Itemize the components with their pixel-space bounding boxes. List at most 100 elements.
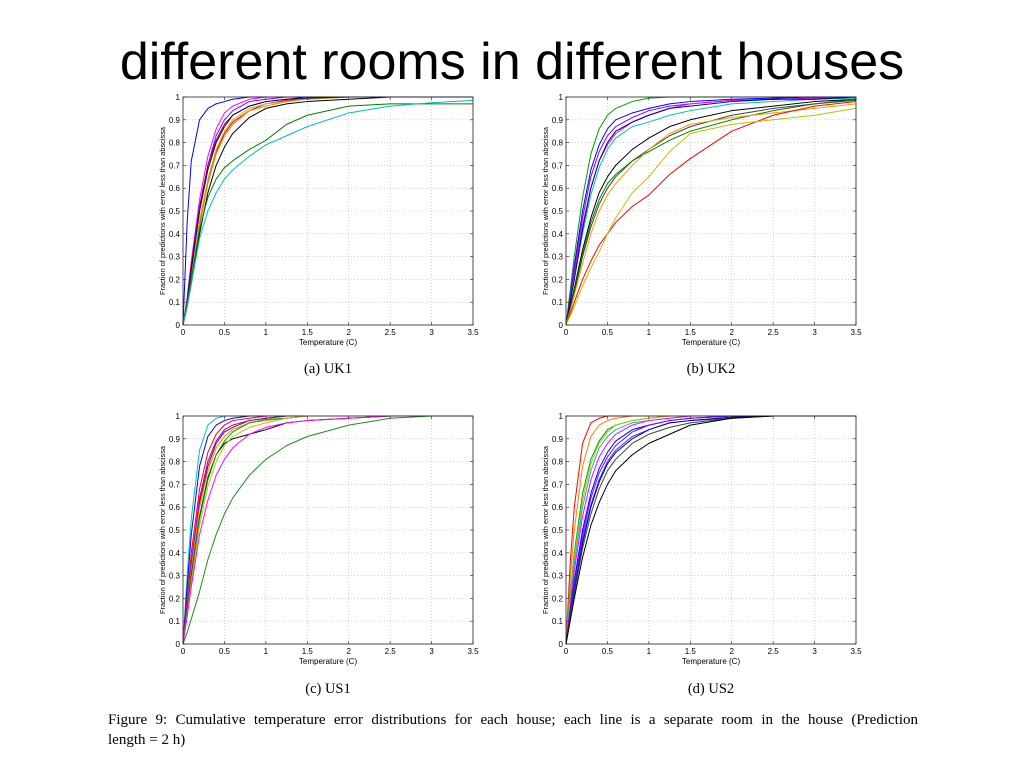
y-tick-label: 0.3 bbox=[552, 572, 564, 581]
y-tick-label: 0.6 bbox=[169, 503, 181, 512]
figure-caption-line-2: length = 2 h) bbox=[108, 732, 186, 748]
y-tick-label: 0.2 bbox=[552, 275, 564, 284]
series-line-10 bbox=[182, 103, 473, 326]
series-line-10 bbox=[182, 415, 473, 645]
y-tick-label: 0.1 bbox=[552, 298, 564, 307]
y-tick-label: 1 bbox=[176, 93, 181, 102]
line-chart-uk1: 0 0.5 1 1.5 2 2.5 3 3.5 0 0.1 0.2 0.3 0.4 0.5 0.6 0.7 0.… bbox=[158, 93, 479, 347]
y-tick-label: 0.5 bbox=[169, 207, 181, 216]
chart-panel-us2: 0 0.5 1 1.5 2 2.5 3 3.5 0 0.1 0.2 0.3 0.4 0.5 0.6 0.7 0.… bbox=[533, 409, 873, 679]
x-axis-label: Temperature (C) bbox=[682, 338, 741, 347]
x-axis-label: Temperature (C) bbox=[299, 338, 358, 347]
series-line-12 bbox=[565, 415, 856, 645]
y-tick-label: 0.3 bbox=[169, 572, 181, 581]
y-tick-label: 0.6 bbox=[552, 184, 564, 193]
y-tick-label: 0.4 bbox=[552, 230, 564, 239]
y-tick-label: 0.5 bbox=[169, 526, 181, 535]
x-tick-label: 1.5 bbox=[685, 647, 697, 656]
y-tick-label: 0.2 bbox=[552, 594, 564, 603]
y-tick-label: 1 bbox=[559, 412, 564, 421]
y-tick-label: 0.6 bbox=[169, 184, 181, 193]
y-tick-label: 0.1 bbox=[169, 298, 181, 307]
y-tick-label: 0.7 bbox=[552, 161, 564, 170]
chart-panel-uk2: 0 0.5 1 1.5 2 2.5 3 3.5 0 0.1 0.2 0.3 0.4 0.5 0.6 0.7 0.… bbox=[533, 90, 873, 360]
y-tick-label: 0.4 bbox=[169, 549, 181, 558]
y-tick-label: 0.7 bbox=[169, 480, 181, 489]
y-tick-label: 0.9 bbox=[169, 435, 181, 444]
line-chart-us2: 0 0.5 1 1.5 2 2.5 3 3.5 0 0.1 0.2 0.3 0.4 0.5 0.6 0.7 0.… bbox=[541, 412, 862, 666]
x-tick-label: 1.5 bbox=[685, 328, 697, 337]
series-line-11 bbox=[182, 415, 473, 645]
y-axis-label: Fraction of predictions with error less … bbox=[541, 126, 550, 295]
x-tick-label: 1.5 bbox=[302, 328, 314, 337]
x-tick-label: 2 bbox=[729, 328, 734, 337]
x-tick-label: 2.5 bbox=[768, 328, 780, 337]
series-group bbox=[565, 96, 857, 326]
y-tick-label: 0.1 bbox=[552, 617, 564, 626]
y-axis-label: Fraction of predictions with error less … bbox=[541, 445, 550, 614]
series-line-4 bbox=[565, 96, 857, 326]
line-chart-uk2: 0 0.5 1 1.5 2 2.5 3 3.5 0 0.1 0.2 0.3 0.4 0.5 0.6 0.7 0.… bbox=[541, 93, 862, 347]
x-tick-label: 3.5 bbox=[467, 647, 479, 656]
chart-panel-uk1: 0 0.5 1 1.5 2 2.5 3 3.5 0 0.1 0.2 0.3 0.4 0.5 0.6 0.7 0.… bbox=[150, 90, 490, 360]
chart-panel-us1: 0 0.5 1 1.5 2 2.5 3 3.5 0 0.1 0.2 0.3 0.4 0.5 0.6 0.7 0.… bbox=[150, 409, 490, 679]
x-axis-label: Temperature (C) bbox=[682, 657, 741, 666]
x-tick-label: 3 bbox=[812, 647, 817, 656]
x-axis-label: Temperature (C) bbox=[299, 657, 358, 666]
y-tick-label: 0.8 bbox=[169, 139, 181, 148]
subcaption-uk1: (a) UK1 bbox=[304, 361, 352, 377]
x-tick-label: 0.5 bbox=[219, 647, 231, 656]
x-tick-label: 0.5 bbox=[602, 328, 614, 337]
y-tick-label: 0.2 bbox=[169, 594, 181, 603]
y-tick-label: 0.1 bbox=[169, 617, 181, 626]
y-tick-label: 0 bbox=[559, 321, 564, 330]
y-tick-label: 0.8 bbox=[552, 139, 564, 148]
x-tick-label: 2.5 bbox=[768, 647, 780, 656]
x-tick-label: 2.5 bbox=[385, 647, 397, 656]
x-tick-label: 0 bbox=[181, 647, 186, 656]
y-tick-label: 0.8 bbox=[552, 458, 564, 467]
x-tick-label: 2 bbox=[346, 647, 351, 656]
y-tick-label: 0.3 bbox=[169, 253, 181, 262]
y-tick-label: 0.5 bbox=[552, 207, 564, 216]
x-tick-label: 3 bbox=[429, 328, 434, 337]
x-tick-label: 1 bbox=[647, 328, 652, 337]
subcaption-us2: (d) US2 bbox=[687, 681, 735, 697]
x-tick-label: 1 bbox=[264, 647, 269, 656]
x-tick-label: 1 bbox=[647, 647, 652, 656]
series-line-7 bbox=[565, 98, 857, 326]
subcaption-us1: (c) US1 bbox=[305, 681, 351, 697]
y-tick-label: 0.3 bbox=[552, 253, 564, 262]
y-tick-label: 0.4 bbox=[552, 549, 564, 558]
x-tick-label: 3.5 bbox=[850, 647, 862, 656]
y-tick-label: 0.9 bbox=[552, 435, 564, 444]
subcaption-uk2: (b) UK2 bbox=[686, 361, 736, 377]
y-axis-label: Fraction of predictions with error less … bbox=[158, 445, 167, 614]
x-tick-label: 3.5 bbox=[850, 328, 862, 337]
x-tick-label: 3.5 bbox=[467, 328, 479, 337]
slide-title: different rooms in different houses bbox=[119, 33, 905, 91]
x-tick-label: 0.5 bbox=[602, 647, 614, 656]
line-chart-us1: 0 0.5 1 1.5 2 2.5 3 3.5 0 0.1 0.2 0.3 0.4 0.5 0.6 0.7 0.… bbox=[158, 412, 479, 666]
x-tick-label: 0 bbox=[564, 328, 569, 337]
y-tick-label: 0 bbox=[176, 321, 181, 330]
series-line-6 bbox=[565, 96, 857, 326]
series-line-11 bbox=[565, 101, 857, 326]
series-line-8 bbox=[565, 98, 857, 326]
y-tick-label: 0.7 bbox=[552, 480, 564, 489]
series-line-2 bbox=[565, 96, 856, 326]
y-tick-label: 1 bbox=[559, 93, 564, 102]
y-tick-label: 0.5 bbox=[552, 526, 564, 535]
x-tick-label: 2.5 bbox=[385, 328, 397, 337]
y-tick-label: 0.2 bbox=[169, 275, 181, 284]
x-tick-label: 2 bbox=[729, 647, 734, 656]
y-tick-label: 0.4 bbox=[169, 230, 181, 239]
figure-caption-line-1: Figure 9: Cumulative temperature error d… bbox=[108, 712, 918, 728]
y-tick-label: 0.9 bbox=[169, 116, 181, 125]
y-tick-label: 0 bbox=[176, 640, 181, 649]
y-tick-label: 0.8 bbox=[169, 458, 181, 467]
series-line-10 bbox=[565, 415, 856, 645]
y-tick-label: 1 bbox=[176, 412, 181, 421]
series-line-11 bbox=[182, 99, 474, 326]
